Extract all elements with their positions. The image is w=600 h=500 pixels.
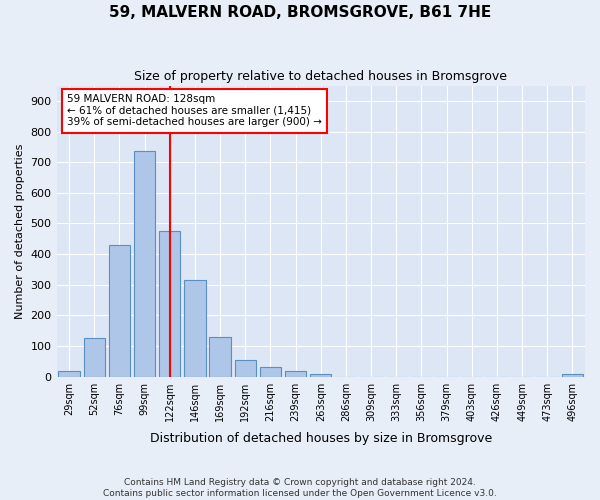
Bar bbox=[310, 374, 331, 376]
X-axis label: Distribution of detached houses by size in Bromsgrove: Distribution of detached houses by size … bbox=[149, 432, 492, 445]
Text: Contains HM Land Registry data © Crown copyright and database right 2024.
Contai: Contains HM Land Registry data © Crown c… bbox=[103, 478, 497, 498]
Bar bbox=[235, 360, 256, 376]
Y-axis label: Number of detached properties: Number of detached properties bbox=[15, 144, 25, 319]
Bar bbox=[184, 280, 206, 376]
Bar bbox=[562, 374, 583, 376]
Bar bbox=[58, 370, 80, 376]
Bar bbox=[285, 370, 307, 376]
Title: Size of property relative to detached houses in Bromsgrove: Size of property relative to detached ho… bbox=[134, 70, 507, 83]
Bar bbox=[209, 337, 231, 376]
Text: 59, MALVERN ROAD, BROMSGROVE, B61 7HE: 59, MALVERN ROAD, BROMSGROVE, B61 7HE bbox=[109, 5, 491, 20]
Text: 59 MALVERN ROAD: 128sqm
← 61% of detached houses are smaller (1,415)
39% of semi: 59 MALVERN ROAD: 128sqm ← 61% of detache… bbox=[67, 94, 322, 128]
Bar bbox=[260, 368, 281, 376]
Bar bbox=[83, 338, 105, 376]
Bar bbox=[134, 152, 155, 376]
Bar bbox=[159, 231, 181, 376]
Bar bbox=[109, 245, 130, 376]
